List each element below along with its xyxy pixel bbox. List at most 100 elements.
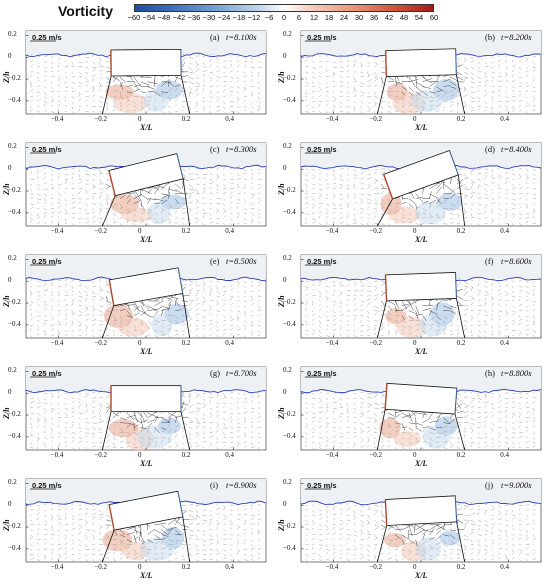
x-tick-label: 0.2: [457, 563, 466, 571]
x-tick-label: 0.2: [457, 115, 466, 123]
colorbar-tick: −6: [265, 13, 274, 22]
y-axis-label: Z/h: [2, 183, 11, 195]
x-tick-label: −0.4: [326, 227, 339, 235]
x-tick-label: 0: [138, 451, 142, 459]
x-tick-label: 0.2: [457, 451, 466, 459]
x-tick-label: 0: [138, 339, 142, 347]
x-tick-label: 0: [413, 563, 417, 571]
y-tick-label: 0: [283, 500, 287, 508]
x-tick-label: 0: [413, 451, 417, 459]
x-tick-label: 0.2: [182, 339, 191, 347]
y-tick-label: −0.4: [8, 320, 21, 328]
vorticity-patch: [140, 537, 174, 561]
panel-label: (e): [210, 256, 219, 266]
colorbar-tick: 60: [430, 13, 438, 22]
edge-vorticity: [386, 51, 387, 77]
edge-vorticity: [456, 49, 457, 75]
x-tick-label: 0: [413, 339, 417, 347]
x-tick-label: 0: [138, 563, 142, 571]
x-axis-label: X/L: [415, 571, 427, 580]
y-tick-label: −0.4: [8, 432, 21, 440]
y-tick-label: −0.4: [8, 208, 21, 216]
x-tick-label: −0.2: [369, 451, 382, 459]
y-tick-label: −0.4: [283, 208, 296, 216]
x-tick-label: −0.2: [94, 339, 107, 347]
panel-time: t=8.700s: [226, 368, 257, 378]
panel-time: t=8.800s: [501, 368, 532, 378]
panel-time: t=8.300s: [226, 144, 257, 154]
panel-plot: [0, 28, 275, 140]
colorbar-tick: −42: [173, 13, 186, 22]
panel-plot: [275, 28, 550, 140]
reference-vector-label: 0.25 m/s: [307, 481, 337, 490]
y-tick-label: 0: [8, 52, 12, 60]
panel-label: (a): [210, 32, 219, 42]
x-tick-label: 0: [138, 227, 142, 235]
colorbar-tick: −60: [128, 13, 141, 22]
colorbar-tick: 54: [415, 13, 423, 22]
x-tick-label: 0.4: [500, 339, 509, 347]
y-tick-label: 0.2: [283, 478, 292, 486]
x-axis-label: X/L: [140, 235, 152, 244]
x-tick-label: −0.4: [326, 451, 339, 459]
vorticity-patch: [423, 425, 450, 448]
x-tick-label: 0: [413, 227, 417, 235]
y-tick-label: 0.2: [283, 30, 292, 38]
x-tick-label: −0.2: [369, 115, 382, 123]
reference-vector-label: 0.25 m/s: [307, 33, 337, 42]
colorbar-tick: 36: [370, 13, 378, 22]
panel-time: t=8.100s: [226, 32, 257, 42]
y-tick-label: 0: [8, 388, 12, 396]
colorbar-tick: −54: [143, 13, 156, 22]
vorticity-patch: [136, 425, 172, 448]
colorbar-tick: −48: [158, 13, 171, 22]
panel-time: t=8.400s: [501, 144, 532, 154]
x-tick-label: −0.4: [326, 563, 339, 571]
x-tick-label: 0.2: [182, 115, 191, 123]
panel-label: (h): [485, 368, 495, 378]
panel-label: (i): [210, 480, 218, 490]
x-tick-label: 0.4: [500, 563, 509, 571]
y-tick-label: 0.2: [8, 30, 17, 38]
colorbar-tick: 48: [400, 13, 408, 22]
x-tick-label: 0.4: [225, 115, 234, 123]
panel-label: (g): [210, 368, 220, 378]
y-tick-label: 0.2: [8, 142, 17, 150]
colorbar-tick: 30: [355, 13, 363, 22]
colorbar-tick: −12: [248, 13, 261, 22]
x-tick-label: −0.4: [326, 115, 339, 123]
x-tick-label: −0.2: [94, 115, 107, 123]
x-tick-label: −0.2: [369, 563, 382, 571]
x-tick-label: 0.2: [182, 227, 191, 235]
vorticity-patch: [148, 202, 171, 224]
x-axis-label: X/L: [140, 347, 152, 356]
x-tick-label: −0.2: [369, 227, 382, 235]
y-tick-label: −0.4: [283, 320, 296, 328]
x-tick-label: 0.4: [225, 563, 234, 571]
y-tick-label: 0: [8, 500, 12, 508]
y-tick-label: −0.4: [283, 96, 296, 104]
reference-vector-label: 0.25 m/s: [307, 257, 337, 266]
x-tick-label: 0: [138, 115, 142, 123]
colorbar-tick: 0: [282, 13, 286, 22]
x-tick-label: −0.4: [51, 563, 64, 571]
y-tick-label: 0.2: [283, 142, 292, 150]
y-tick-label: 0: [283, 276, 287, 284]
y-tick-label: −0.4: [283, 432, 296, 440]
x-tick-label: −0.4: [326, 339, 339, 347]
x-tick-label: −0.4: [51, 451, 64, 459]
y-axis-label: Z/h: [2, 407, 11, 419]
floating-body: [385, 496, 456, 526]
floating-body: [111, 49, 181, 76]
vorticity-patch: [416, 537, 441, 561]
y-tick-label: 0: [283, 52, 287, 60]
x-tick-label: −0.2: [94, 451, 107, 459]
x-tick-label: 0.4: [225, 451, 234, 459]
